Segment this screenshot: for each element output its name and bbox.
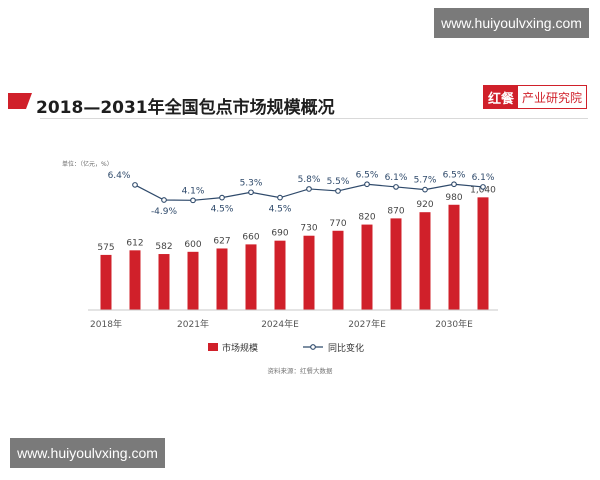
growth-value-label: 6.5% [356, 170, 379, 180]
bar-value-label: 575 [97, 243, 114, 253]
bar-value-label: 612 [126, 238, 143, 248]
growth-value-label: 4.1% [182, 186, 205, 196]
x-tick-label: 2030年E [435, 318, 473, 330]
bar [303, 235, 315, 310]
bar [390, 218, 402, 310]
growth-point [451, 181, 457, 188]
bar-value-label: 980 [445, 193, 462, 203]
bar-value-label: 770 [329, 219, 346, 229]
x-tick-label: 2024年E [261, 318, 299, 330]
growth-point [190, 197, 196, 204]
growth-value-label: 6.4% [108, 171, 131, 181]
bar [361, 224, 373, 310]
growth-value-label: 4.5% [211, 205, 234, 215]
bar-value-label: 730 [300, 224, 317, 234]
growth-point [422, 186, 428, 193]
bar-value-label: 600 [184, 240, 201, 250]
growth-value-label: 5.7% [414, 176, 437, 186]
bar [448, 204, 460, 310]
growth-point [306, 186, 312, 192]
logo-text: 产业研究院 [518, 86, 587, 108]
bar [129, 250, 141, 310]
legend-bar-label: 市场规模 [222, 342, 258, 354]
watermark-bottom[interactable]: www.huiyoulvxing.com [10, 438, 165, 468]
bar-value-label: 690 [271, 229, 288, 239]
brand-logo: 红餐 产业研究院 [483, 85, 588, 109]
growth-value-label: 6.5% [443, 170, 466, 180]
growth-value-label: 5.3% [240, 178, 263, 188]
unit-note: 单位：（亿元，%） [62, 160, 113, 168]
growth-value-label: -4.9% [151, 207, 178, 217]
growth-point [161, 197, 167, 203]
logo-mark: 红餐 [484, 86, 519, 108]
bar [419, 212, 431, 310]
chart-title: 2018—2031年全国包点市场规模概况 [36, 98, 335, 118]
growth-value-label: 5.8% [298, 175, 321, 185]
growth-value-label: 5.5% [327, 177, 350, 187]
bar-value-label: 627 [213, 236, 230, 246]
growth-point [364, 181, 370, 188]
bar [477, 197, 489, 310]
bar [216, 248, 228, 310]
x-tick-label: 2018年 [90, 318, 122, 330]
growth-point [248, 189, 254, 196]
x-tick-label: 2021年 [177, 318, 209, 330]
growth-point [132, 182, 138, 188]
legend-line-label: 同比变化 [328, 342, 364, 354]
growth-value-label: 6.1% [472, 173, 495, 183]
watermark-top[interactable]: www.huiyoulvxing.com [434, 8, 589, 38]
bar-value-label: 870 [387, 206, 404, 216]
growth-point [277, 194, 283, 201]
bar-value-label: 1,040 [470, 185, 496, 195]
growth-point [219, 194, 225, 201]
bar-value-label: 920 [416, 200, 433, 210]
bar [274, 240, 286, 310]
bar [100, 254, 112, 310]
legend-line-marker [310, 344, 316, 350]
bar-value-label: 660 [242, 232, 259, 242]
growth-value-label: 6.1% [385, 173, 408, 183]
bar [332, 230, 344, 310]
growth-point [480, 184, 486, 190]
legend-bar-swatch [208, 343, 218, 351]
x-tick-label: 2027年E [348, 318, 386, 330]
bar-value-label: 820 [358, 213, 375, 223]
growth-point [335, 188, 341, 194]
source-note: 资料来源：红餐大数据 [268, 366, 334, 375]
bar [158, 254, 170, 310]
growth-value-label: 4.5% [269, 205, 292, 215]
bar [245, 244, 257, 310]
bar-value-label: 582 [155, 242, 172, 252]
title-accent-bar [8, 93, 32, 109]
title-divider [40, 118, 588, 119]
growth-point [393, 184, 399, 190]
bar [187, 251, 199, 310]
